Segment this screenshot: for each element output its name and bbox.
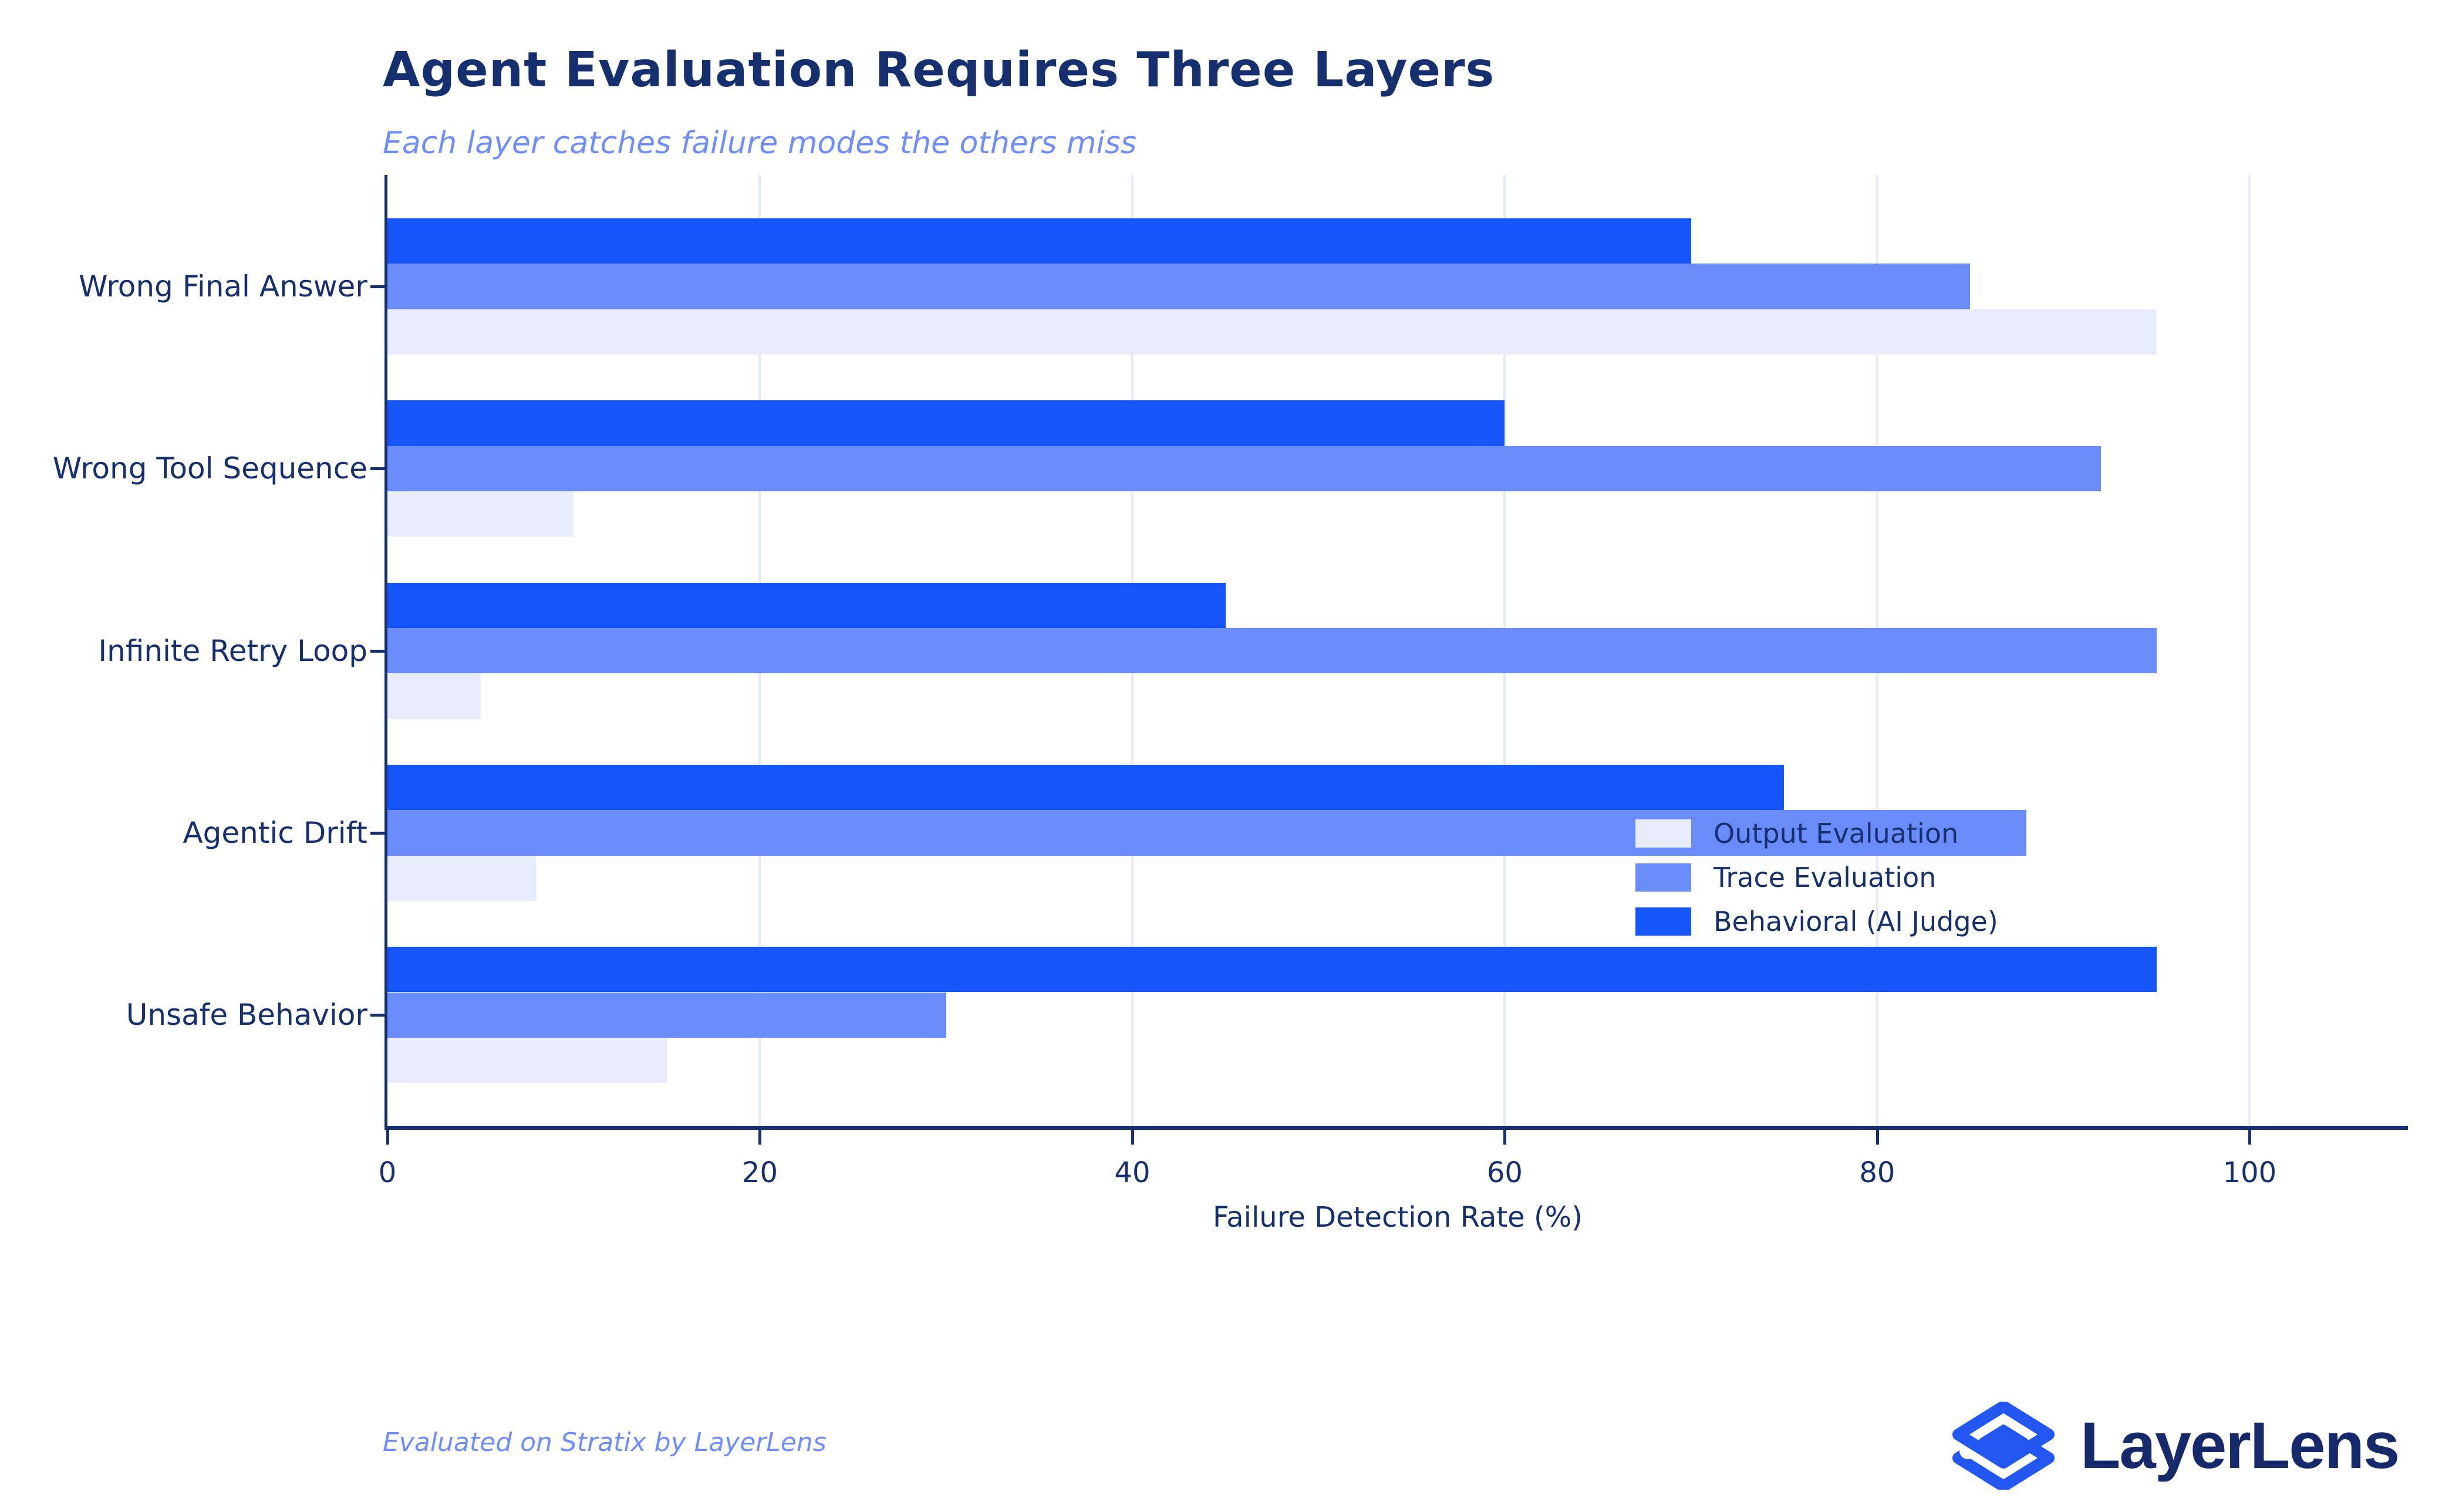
x-tick-label: 20 (741, 1156, 778, 1189)
x-axis-label: Failure Detection Rate (%) (1213, 1201, 1583, 1234)
bar (387, 764, 1785, 811)
bar (387, 309, 2157, 355)
x-tick-mark (2248, 1130, 2252, 1145)
category-label: Agentic Drift (183, 815, 367, 850)
bar (387, 1037, 667, 1084)
y-tick-mark (370, 831, 384, 835)
category-label: Unsafe Behavior (126, 998, 367, 1032)
y-tick-mark (370, 649, 384, 653)
bar (387, 400, 1505, 446)
x-tick-label: 100 (2222, 1156, 2277, 1189)
x-tick-mark (1876, 1130, 1879, 1145)
layerlens-logo: LayerLens (1948, 1402, 2400, 1490)
y-tick-mark (370, 467, 384, 471)
bar (387, 446, 2101, 491)
legend-row: Output Evaluation (1635, 811, 1998, 855)
category-label: Wrong Final Answer (79, 269, 367, 303)
legend-swatch (1635, 907, 1691, 936)
bar (387, 992, 946, 1038)
x-tick-mark (1503, 1130, 1507, 1145)
plot-area: Failure Detection Rate (%) 0 20 40 60 80 100 W… (53, 175, 2408, 1234)
footer-note: Evaluated on Stratix by LayerLens (383, 1427, 827, 1457)
category-label: Wrong Tool Sequence (52, 451, 367, 486)
legend-label: Behavioral (AI Judge) (1713, 905, 1998, 937)
legend-swatch (1635, 863, 1691, 892)
y-tick-mark (370, 285, 384, 288)
chart-subtitle: Each layer catches failure modes the oth… (383, 126, 1137, 161)
y-tick-mark (370, 1014, 384, 1017)
layerlens-wordmark: LayerLens (2080, 1409, 2400, 1482)
legend-row: Behavioral (AI Judge) (1635, 899, 1998, 943)
x-tick-mark (386, 1130, 389, 1145)
bar (387, 810, 2026, 856)
legend-swatch (1635, 819, 1691, 848)
x-tick-label: 60 (1486, 1156, 1523, 1189)
y-axis-spine (384, 175, 387, 1130)
x-tick-label: 80 (1859, 1156, 1895, 1189)
bar (387, 264, 1971, 309)
bar (387, 947, 2157, 993)
legend-label: Output Evaluation (1713, 817, 1959, 849)
category-label: Infinite Retry Loop (98, 633, 367, 668)
gridline (2248, 175, 2251, 1126)
x-axis-spine (384, 1126, 2408, 1130)
x-tick-label: 0 (378, 1156, 397, 1189)
bar (387, 855, 537, 901)
bar (387, 491, 574, 537)
bar (387, 627, 2157, 674)
layers-icon (1952, 1402, 2055, 1490)
bar (387, 582, 1226, 628)
chart-title: Agent Evaluation Requires Three Layers (383, 42, 1495, 98)
legend: Output Evaluation Trace Evaluation Behavio… (1635, 811, 1998, 943)
x-tick-label: 40 (1114, 1156, 1151, 1189)
x-tick-mark (1131, 1130, 1134, 1145)
x-tick-mark (758, 1130, 762, 1145)
bar (387, 218, 1691, 264)
legend-label: Trace Evaluation (1713, 861, 1937, 893)
legend-row: Trace Evaluation (1635, 855, 1998, 899)
bar (387, 673, 481, 719)
